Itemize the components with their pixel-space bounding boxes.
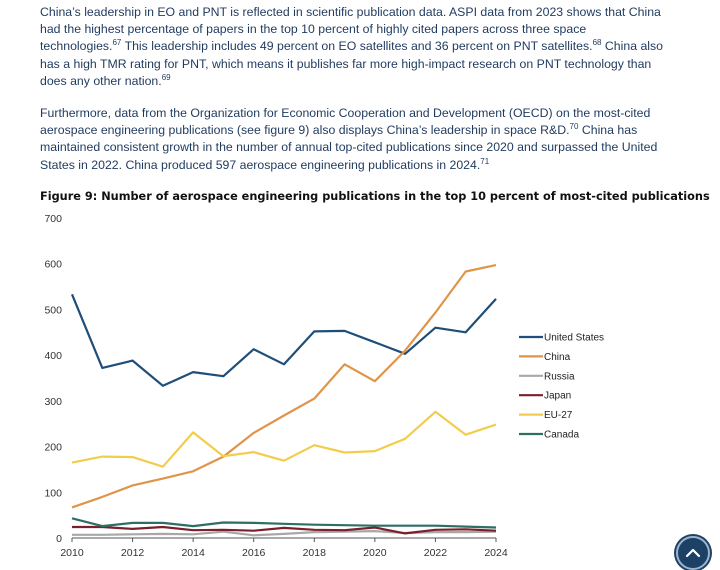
chart-axes: 0 100 200 300 400 500 600 700 2010 2012 2014 2016 20… [44, 213, 507, 559]
series-line-eu-27 [71, 410, 497, 468]
legend-label-united-states: United States [544, 333, 604, 344]
x-tick-label: 2010 [60, 547, 84, 559]
chart-legend: United States China Russia Japan EU-27 Canada [519, 333, 604, 441]
paragraph-1-text-a: China’s leadership in EO and PNT is refl… [40, 5, 661, 54]
x-tick-label: 2020 [363, 547, 387, 559]
series-line-canada [71, 517, 497, 529]
scroll-to-top-button[interactable] [676, 536, 710, 570]
legend-label-canada: Canada [544, 430, 579, 441]
footnote-ref-69[interactable]: 69 [161, 72, 171, 82]
y-tick-label: 200 [44, 442, 62, 454]
x-tick-label: 2016 [242, 547, 266, 559]
footnote-ref-68[interactable]: 68 [592, 38, 602, 48]
x-tick-label: 2022 [424, 547, 448, 559]
series-line-united-states [70, 293, 497, 387]
series-line-china [71, 264, 497, 509]
y-tick-label: 700 [44, 213, 62, 225]
y-tick-label: 300 [44, 396, 62, 408]
x-tick-label: 2024 [484, 547, 508, 559]
y-tick-label: 100 [44, 487, 62, 499]
paragraph-2-text-b: China has maintained consistent growth i… [40, 123, 658, 172]
footnote-ref-70[interactable]: 70 [569, 122, 579, 132]
paragraph-2-text-a: Furthermore, data from the Organization … [40, 106, 651, 138]
chart-series-lines [70, 264, 497, 537]
legend-label-japan: Japan [544, 391, 571, 402]
y-tick-label: 400 [44, 350, 62, 362]
paragraph-1-text-c: China also has a high TMR rating for PNT… [40, 39, 664, 88]
legend-label-china: China [544, 352, 571, 363]
y-tick-label: 500 [44, 304, 62, 316]
legend-label-russia: Russia [544, 371, 575, 382]
series-line-japan [72, 525, 497, 535]
x-tick-label: 2012 [121, 547, 145, 559]
body-paragraph-1: China’s leadership in EO and PNT is refl… [40, 4, 670, 90]
footnote-ref-71[interactable]: 71 [480, 156, 490, 166]
y-tick-label: 600 [44, 259, 62, 271]
line-chart: 0 100 200 300 400 500 600 700 2010 2012 2014 2016 20… [44, 213, 604, 559]
x-tick-label: 2018 [303, 547, 327, 559]
chevron-up-icon [685, 548, 701, 558]
series-line-russia [72, 530, 497, 537]
body-paragraph-2: Furthermore, data from the Organization … [40, 105, 670, 174]
y-tick-label: 0 [56, 533, 62, 545]
figure-title: Figure 9: Number of aerospace engineerin… [40, 190, 710, 203]
paragraph-1-text-b: This leadership includes 49 percent on E… [121, 39, 593, 54]
legend-label-eu-27: EU-27 [544, 410, 573, 421]
footnote-ref-67[interactable]: 67 [112, 38, 122, 48]
x-tick-label: 2014 [181, 547, 205, 559]
